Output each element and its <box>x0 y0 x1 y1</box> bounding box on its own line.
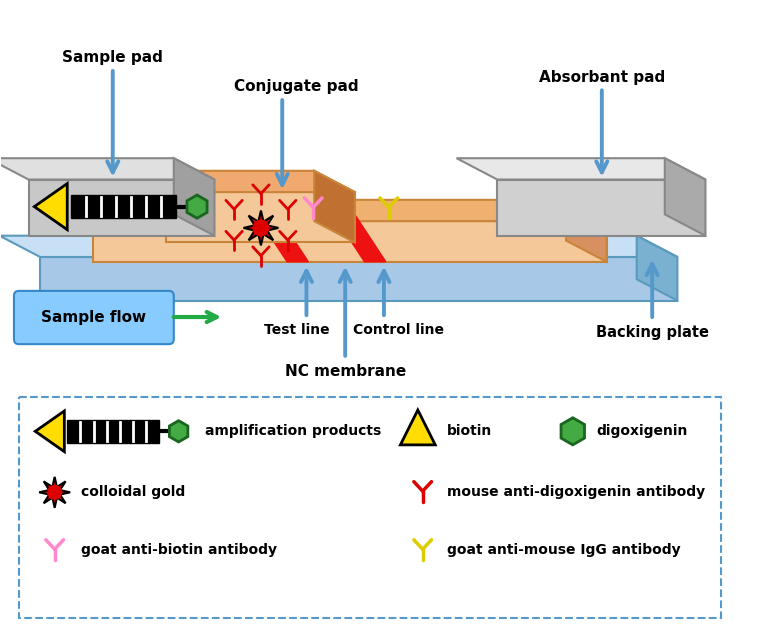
Text: amplification products: amplification products <box>205 424 381 438</box>
Polygon shape <box>28 179 214 236</box>
Text: goat anti-mouse IgG antibody: goat anti-mouse IgG antibody <box>447 543 681 557</box>
Polygon shape <box>166 192 355 242</box>
Polygon shape <box>0 158 214 179</box>
Text: digoxigenin: digoxigenin <box>596 424 688 438</box>
Polygon shape <box>314 171 355 242</box>
Polygon shape <box>187 195 207 218</box>
Polygon shape <box>34 184 67 230</box>
Polygon shape <box>93 221 607 262</box>
Text: NC membrane: NC membrane <box>285 364 405 378</box>
Polygon shape <box>400 410 435 445</box>
Polygon shape <box>457 158 705 179</box>
Polygon shape <box>174 158 214 236</box>
Polygon shape <box>665 158 705 236</box>
Polygon shape <box>497 179 705 236</box>
Polygon shape <box>67 420 159 443</box>
Circle shape <box>48 485 61 499</box>
Text: colloidal gold: colloidal gold <box>81 485 185 499</box>
Text: Control line: Control line <box>353 323 444 337</box>
FancyBboxPatch shape <box>14 291 174 344</box>
Polygon shape <box>53 200 607 221</box>
Polygon shape <box>243 211 278 245</box>
Text: Sample pad: Sample pad <box>62 50 163 66</box>
Circle shape <box>253 220 269 236</box>
Polygon shape <box>40 257 677 301</box>
Polygon shape <box>35 411 64 452</box>
Polygon shape <box>561 418 584 445</box>
Text: Absorbant pad: Absorbant pad <box>539 69 665 85</box>
Polygon shape <box>0 236 677 257</box>
Text: biotin: biotin <box>447 424 492 438</box>
Text: Test line: Test line <box>264 323 330 337</box>
Polygon shape <box>636 236 677 301</box>
Polygon shape <box>246 200 308 262</box>
Polygon shape <box>169 420 188 442</box>
Text: mouse anti-digoxigenin antibody: mouse anti-digoxigenin antibody <box>447 485 705 499</box>
Polygon shape <box>71 195 176 218</box>
Text: Conjugate pad: Conjugate pad <box>234 80 359 94</box>
Polygon shape <box>324 200 386 262</box>
Text: goat anti-biotin antibody: goat anti-biotin antibody <box>81 543 277 557</box>
FancyBboxPatch shape <box>19 398 721 618</box>
Text: Backing plate: Backing plate <box>596 325 708 340</box>
Polygon shape <box>125 171 355 192</box>
Polygon shape <box>39 477 70 508</box>
Text: Sample flow: Sample flow <box>41 310 146 324</box>
Polygon shape <box>566 200 607 262</box>
